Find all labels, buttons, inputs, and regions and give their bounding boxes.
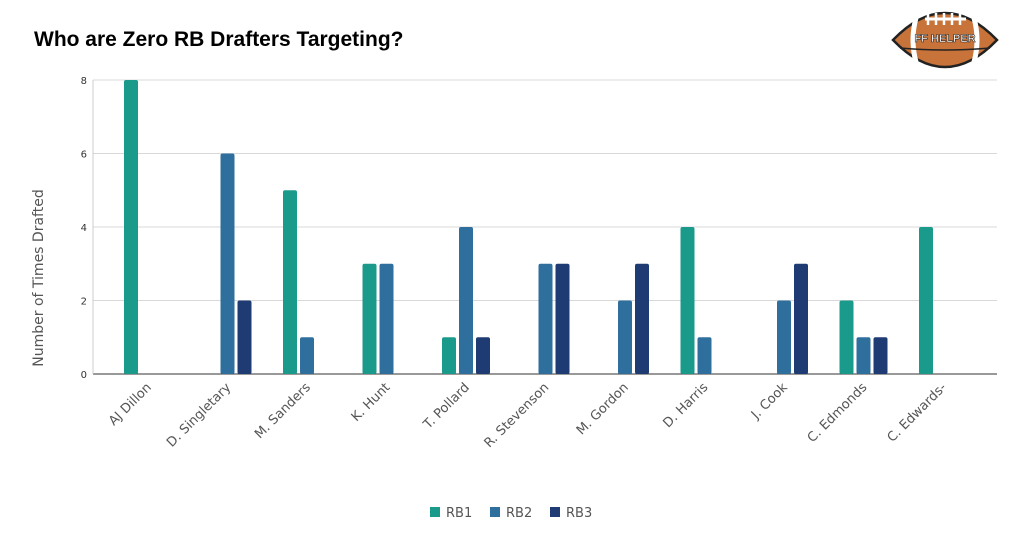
bar-rb3[interactable] <box>555 263 570 374</box>
bar-rb1[interactable] <box>283 190 297 374</box>
bar-rb3[interactable] <box>635 263 649 374</box>
y-tick-label: 2 <box>81 297 87 308</box>
legend-swatch-rb1[interactable] <box>430 507 440 517</box>
bar-rb3[interactable] <box>237 300 252 375</box>
bar-rb2[interactable] <box>379 263 394 374</box>
logo-text: FF HELPER <box>914 33 975 45</box>
bar-rb1[interactable] <box>919 227 933 374</box>
legend-swatch-rb3[interactable] <box>550 507 560 517</box>
bar-rb2[interactable] <box>618 300 632 375</box>
chart-title: Who are Zero RB Drafters Targeting? <box>34 28 404 51</box>
x-tick-label: T. Pollard <box>420 380 473 433</box>
legend-label[interactable]: RB2 <box>506 506 532 521</box>
x-tick-label: C. Edmonds <box>805 380 871 446</box>
x-tick-label: K. Hunt <box>349 380 394 425</box>
bar-rb3[interactable] <box>794 263 808 374</box>
x-tick-label: J. Cook <box>748 380 791 423</box>
x-tick-label: R. Stevenson <box>482 380 553 451</box>
bar-rb1[interactable] <box>839 300 854 375</box>
bar-rb2[interactable] <box>777 300 791 375</box>
legend-swatch-rb2[interactable] <box>490 507 500 517</box>
ff-helper-logo: FF HELPER <box>891 11 999 69</box>
legend-label[interactable]: RB1 <box>446 506 472 521</box>
bar-rb2[interactable] <box>538 263 553 374</box>
bar-rb1[interactable] <box>442 337 456 374</box>
bar-rb2[interactable] <box>459 227 473 374</box>
legend-label[interactable]: RB3 <box>566 506 592 521</box>
x-tick-label: M. Gordon <box>574 380 632 438</box>
football-icon <box>891 11 999 69</box>
bar-rb2[interactable] <box>220 153 235 375</box>
x-tick-label: D. Singletary <box>164 380 234 450</box>
x-tick-label: C. Edwards- <box>885 380 950 445</box>
bar-rb1[interactable] <box>124 80 138 374</box>
x-tick-label: AJ Dillon <box>106 380 155 429</box>
bar-rb1[interactable] <box>680 227 695 374</box>
bar-rb2[interactable] <box>856 337 871 374</box>
x-tick-label: D. Harris <box>661 380 712 431</box>
y-tick-label: 0 <box>81 370 87 381</box>
bar-rb3[interactable] <box>873 337 888 374</box>
y-tick-label: 8 <box>81 76 87 87</box>
bar-rb2[interactable] <box>300 337 314 374</box>
y-tick-label: 4 <box>81 223 87 234</box>
bar-rb3[interactable] <box>476 337 490 374</box>
x-tick-label: M. Sanders <box>252 380 314 442</box>
bar-rb1[interactable] <box>362 263 377 374</box>
bar-rb2[interactable] <box>697 337 712 374</box>
y-axis-label: Number of Times Drafted <box>31 189 47 366</box>
y-tick-label: 6 <box>81 150 87 161</box>
